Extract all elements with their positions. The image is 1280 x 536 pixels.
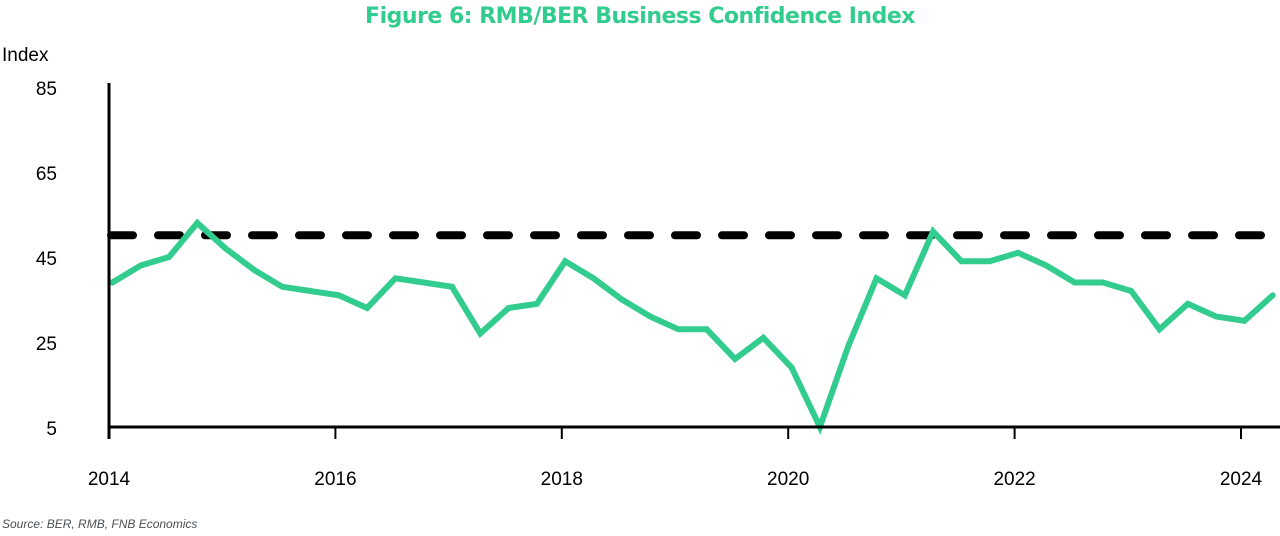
data-point [392,275,398,281]
data-point [1128,288,1134,294]
x-axis-ticks: 2014 2016 2018 2020 2022 2024 [88,427,1263,490]
data-point [647,314,653,320]
data-point [138,263,144,269]
data-point [307,288,313,294]
data-point [251,267,257,273]
data-point [1241,318,1247,324]
series-points [109,220,1275,430]
data-point [364,305,370,311]
x-tick-label: 2016 [314,469,356,490]
data-point [477,331,483,337]
y-tick-label: 45 [36,249,57,270]
data-point [760,335,766,341]
y-axis-ticks: 85 65 45 25 5 [36,79,57,440]
y-axis-label: Index [2,45,49,66]
data-point [166,254,172,260]
data-point [902,292,908,298]
y-tick-label: 25 [36,334,57,355]
data-point [732,356,738,362]
x-tick-label: 2024 [1220,469,1263,490]
x-tick-label: 2018 [541,469,583,490]
y-tick-label: 5 [46,419,57,440]
chart-title: Figure 6: RMB/BER Business Confidence In… [365,4,915,29]
source-note: Source: BER, RMB, FNB Economics [2,517,198,531]
data-point [958,258,964,264]
data-point [506,305,512,311]
data-point [279,284,285,290]
data-point [449,284,455,290]
data-point [1043,263,1049,269]
data-point [873,275,879,281]
data-point [534,301,540,307]
data-point [1270,292,1276,298]
data-point [1072,280,1078,286]
data-point [194,220,200,226]
y-tick-label: 85 [36,79,57,100]
data-point [704,326,710,332]
data-point [817,424,823,430]
data-point [789,365,795,371]
data-point [675,326,681,332]
data-point [336,292,342,298]
series-line-business-confidence [109,218,1276,435]
data-point [619,297,625,303]
data-point [1015,250,1021,256]
data-point [930,229,936,235]
data-point [1156,326,1162,332]
data-point [1213,314,1219,320]
data-point [562,258,568,264]
data-point [1185,301,1191,307]
data-point [845,343,851,349]
x-tick-label: 2022 [993,469,1035,490]
x-tick-label: 2020 [767,469,809,490]
data-point [590,275,596,281]
y-tick-label: 65 [36,164,57,185]
x-tick-label: 2014 [88,469,131,490]
data-point [421,280,427,286]
data-point [223,246,229,252]
data-point [109,280,115,286]
data-point [987,258,993,264]
data-point [1100,280,1106,286]
